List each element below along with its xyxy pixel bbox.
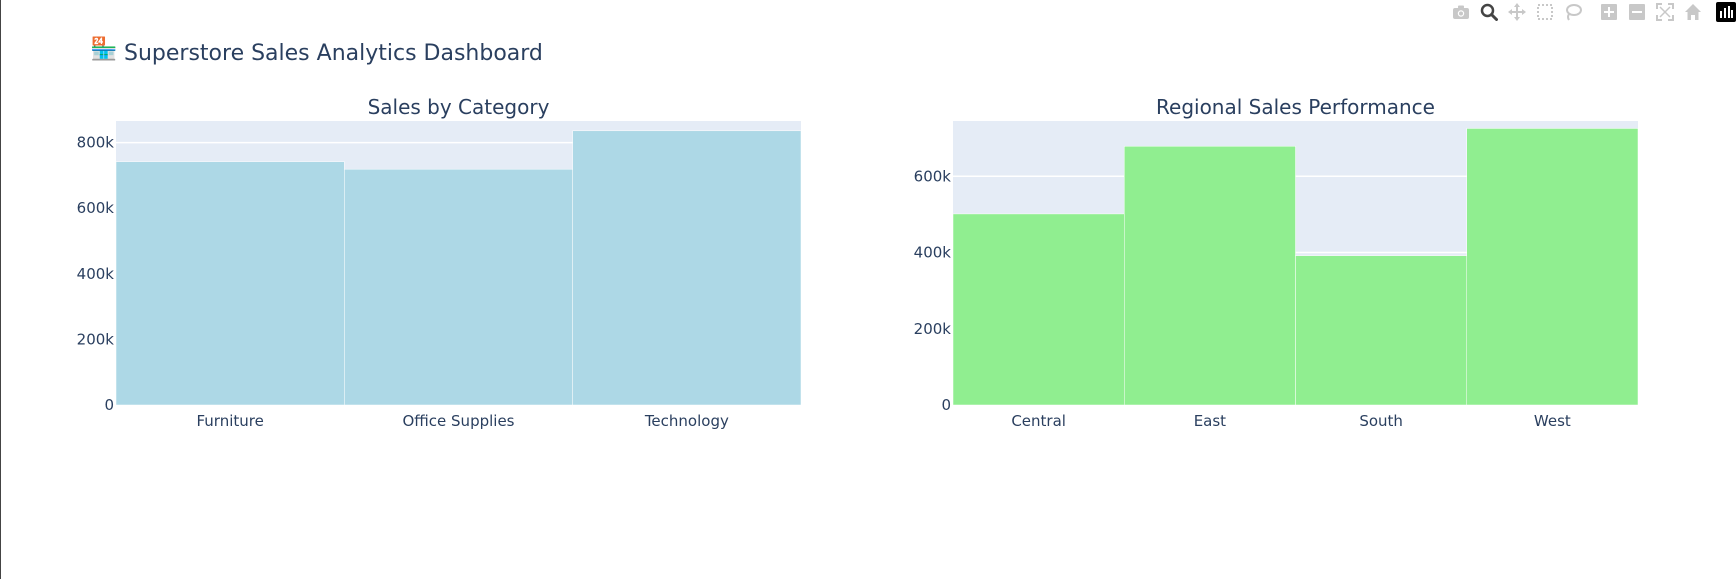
zoom-icon[interactable] <box>1478 1 1500 23</box>
plotly-logo-icon[interactable] <box>1716 2 1736 22</box>
chart-title: Sales by Category <box>368 95 550 119</box>
bar-east <box>1124 145 1296 406</box>
x-tick-label: Office Supplies <box>402 412 514 430</box>
plot-modebar <box>1450 1 1736 23</box>
y-tick-label: 400k <box>914 244 952 262</box>
bar-central <box>952 213 1125 406</box>
chart-panel-2: 0 200k 400k 600k Central East South West Regiona… <box>914 95 1639 430</box>
window-left-border <box>0 0 1 579</box>
x-tick-label: Furniture <box>196 412 263 430</box>
zoom-in-icon[interactable] <box>1598 1 1620 23</box>
zoom-out-icon[interactable] <box>1626 1 1648 23</box>
x-tick-label: Technology <box>644 412 729 430</box>
lasso-icon[interactable] <box>1562 1 1584 23</box>
x-tick-label: East <box>1194 412 1226 430</box>
home-icon[interactable] <box>1682 1 1704 23</box>
x-tick-label: Central <box>1011 412 1066 430</box>
x-tick-label: West <box>1534 412 1571 430</box>
bar-south <box>1295 255 1467 406</box>
bar-west <box>1466 128 1639 406</box>
x-tick-label: South <box>1359 412 1403 430</box>
bar-furniture <box>115 161 345 406</box>
y-tick-label: 200k <box>914 320 952 338</box>
y-tick-label: 600k <box>77 199 115 217</box>
y-tick-label: 400k <box>77 265 115 283</box>
y-tick-label: 600k <box>914 167 952 185</box>
bar-office-supplies <box>344 168 573 406</box>
chart-panel-1: 0 200k 400k 600k 800k Furniture Office Supplie… <box>77 95 802 430</box>
y-tick-label: 200k <box>77 330 115 348</box>
camera-icon[interactable] <box>1450 1 1472 23</box>
box-select-icon[interactable] <box>1534 1 1556 23</box>
store-icon: 🏪 <box>90 36 117 62</box>
dashboard-title: Superstore Sales Analytics Dashboard <box>124 41 543 66</box>
autoscale-icon[interactable] <box>1654 1 1676 23</box>
pan-icon[interactable] <box>1506 1 1528 23</box>
chart-title: Regional Sales Performance <box>1156 95 1435 119</box>
y-tick-label: 0 <box>104 396 114 414</box>
y-tick-label: 0 <box>941 396 951 414</box>
y-tick-label: 800k <box>77 134 115 152</box>
bar-technology <box>572 130 802 406</box>
